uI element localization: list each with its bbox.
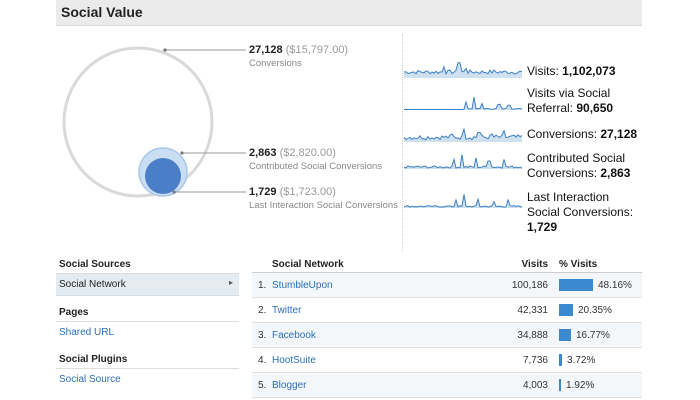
sparkline-last-interaction[interactable]: Last Interaction Social Conversions: 1,7… bbox=[404, 190, 644, 234]
conversions-label: Conversions bbox=[249, 58, 302, 69]
table-row: 2. Twitter 42,331 20.35% bbox=[252, 298, 642, 323]
sparkline-conversions[interactable]: Conversions: 27,128 bbox=[404, 124, 644, 148]
sidebar-item-social-network[interactable]: Social Network ▸ bbox=[56, 274, 239, 296]
report-sidebar: Social Sources Social Network ▸ Pages Sh… bbox=[56, 256, 239, 390]
sparkline-line bbox=[404, 127, 522, 141]
network-link[interactable]: Twitter bbox=[272, 305, 302, 316]
sidebar-item-social-source[interactable]: Social Source bbox=[59, 374, 121, 385]
table-header: Social Network Visits % Visits bbox=[252, 256, 642, 273]
sparkline-chart bbox=[404, 194, 522, 208]
sparkline-social-referral[interactable]: Visits via Social Referral: 90,650 bbox=[404, 86, 644, 118]
network-link[interactable]: StumbleUpon bbox=[272, 280, 333, 291]
venn-diagram bbox=[62, 46, 246, 198]
page-title: Social Value bbox=[61, 4, 143, 20]
sparkline-line bbox=[404, 154, 522, 169]
contributed-value: ($2,820.00) bbox=[279, 147, 336, 159]
sparkline-line bbox=[404, 97, 522, 110]
pct-visits-bar bbox=[559, 354, 562, 366]
last-interaction-label: Last Interaction Social Conversions bbox=[249, 200, 398, 211]
conversions-value: ($15,797.00) bbox=[285, 44, 349, 56]
last-interaction-count: 1,729 bbox=[249, 186, 277, 198]
table-row: 3. Facebook 34,888 16.77% bbox=[252, 323, 642, 348]
network-link[interactable]: HootSuite bbox=[272, 355, 316, 366]
sparkline-chart bbox=[404, 127, 522, 142]
sidebar-section-social-sources: Social Sources bbox=[56, 256, 239, 274]
contributed-leader-dot bbox=[180, 151, 184, 155]
sparkline-label: Visits: 1,102,073 bbox=[527, 64, 616, 78]
row-index: 2. bbox=[258, 305, 267, 316]
sparkline-label: Last Interaction Social Conversions: 1,7… bbox=[527, 190, 634, 234]
conversions-circle bbox=[62, 46, 214, 198]
report-header: Social Value bbox=[56, 0, 642, 26]
sparkline-label: Conversions: 27,128 bbox=[527, 127, 638, 141]
last-interaction-circle bbox=[145, 158, 181, 194]
column-header-network[interactable]: Social Network bbox=[272, 259, 344, 270]
sidebar-item-label: Social Network bbox=[59, 279, 126, 290]
pct-visits-value: 48.16% bbox=[598, 280, 632, 291]
sidebar-section-social-plugins: Social Plugins bbox=[56, 351, 239, 369]
visits-value: 42,331 bbox=[517, 305, 548, 316]
conversions-leader-dot bbox=[163, 48, 167, 52]
sparkline-area bbox=[404, 62, 522, 78]
chevron-right-icon: ▸ bbox=[228, 278, 233, 287]
pct-visits-value: 1.92% bbox=[566, 380, 595, 391]
sidebar-item-shared-url[interactable]: Shared URL bbox=[59, 327, 115, 338]
network-link[interactable]: Facebook bbox=[272, 330, 316, 341]
table-row: 5. Blogger 4,003 1.92% bbox=[252, 373, 642, 398]
last-interaction-callout: 1,729 ($1,723.00) Last Interaction Socia… bbox=[249, 186, 398, 212]
row-index: 5. bbox=[258, 380, 267, 391]
sidebar-section-pages: Pages bbox=[56, 304, 239, 322]
section-divider bbox=[402, 34, 403, 252]
sparkline-area bbox=[404, 97, 522, 110]
pct-visits-bar bbox=[559, 329, 571, 341]
table-row: 4. HootSuite 7,736 3.72% bbox=[252, 348, 642, 373]
visits-value: 34,888 bbox=[517, 330, 548, 341]
visits-value: 7,736 bbox=[522, 355, 548, 366]
sparkline-label: Visits via Social Referral: 90,650 bbox=[527, 86, 614, 115]
pct-visits-value: 16.77% bbox=[576, 330, 610, 341]
network-link[interactable]: Blogger bbox=[272, 380, 307, 391]
row-index: 3. bbox=[258, 330, 267, 341]
social-network-table: Social Network Visits % Visits 1. Stumble… bbox=[252, 256, 642, 398]
sparkline-line bbox=[404, 62, 522, 76]
sparkline-label: Contributed Social Conversions: 2,863 bbox=[527, 151, 631, 180]
row-index: 1. bbox=[258, 280, 267, 291]
pct-visits-value: 3.72% bbox=[567, 355, 596, 366]
visits-value: 4,003 bbox=[522, 380, 548, 391]
table-row: 1. StumbleUpon 100,186 48.16% bbox=[252, 273, 642, 298]
contributed-label: Contributed Social Conversions bbox=[249, 161, 383, 172]
sparkline-line bbox=[404, 194, 522, 208]
sparkline-chart bbox=[404, 62, 522, 78]
pct-visits-value: 20.35% bbox=[578, 305, 612, 316]
conversions-venn: 27,128 ($15,797.00) Conversions 2,863 ($… bbox=[56, 30, 402, 252]
conversions-count: 27,128 bbox=[249, 44, 283, 56]
sparkline-chart bbox=[404, 154, 522, 169]
column-header-visits[interactable]: Visits bbox=[521, 259, 549, 270]
conversions-callout: 27,128 ($15,797.00) Conversions bbox=[249, 44, 348, 70]
pct-visits-bar bbox=[559, 379, 561, 391]
sparkline-contributed[interactable]: Contributed Social Conversions: 2,863 bbox=[404, 151, 644, 183]
pct-visits-bar bbox=[559, 304, 573, 316]
column-header-pct-visits[interactable]: % Visits bbox=[559, 259, 598, 270]
last-interaction-leader-dot bbox=[172, 190, 176, 194]
contributed-callout: 2,863 ($2,820.00) Contributed Social Con… bbox=[249, 147, 382, 173]
pct-visits-bar bbox=[559, 279, 593, 291]
row-index: 4. bbox=[258, 355, 267, 366]
last-interaction-value: ($1,723.00) bbox=[279, 186, 336, 198]
sparkline-visits[interactable]: Visits: 1,102,073 bbox=[404, 60, 644, 84]
contributed-count: 2,863 bbox=[249, 147, 277, 159]
sparkline-chart bbox=[404, 97, 522, 110]
visits-value: 100,186 bbox=[511, 280, 548, 291]
